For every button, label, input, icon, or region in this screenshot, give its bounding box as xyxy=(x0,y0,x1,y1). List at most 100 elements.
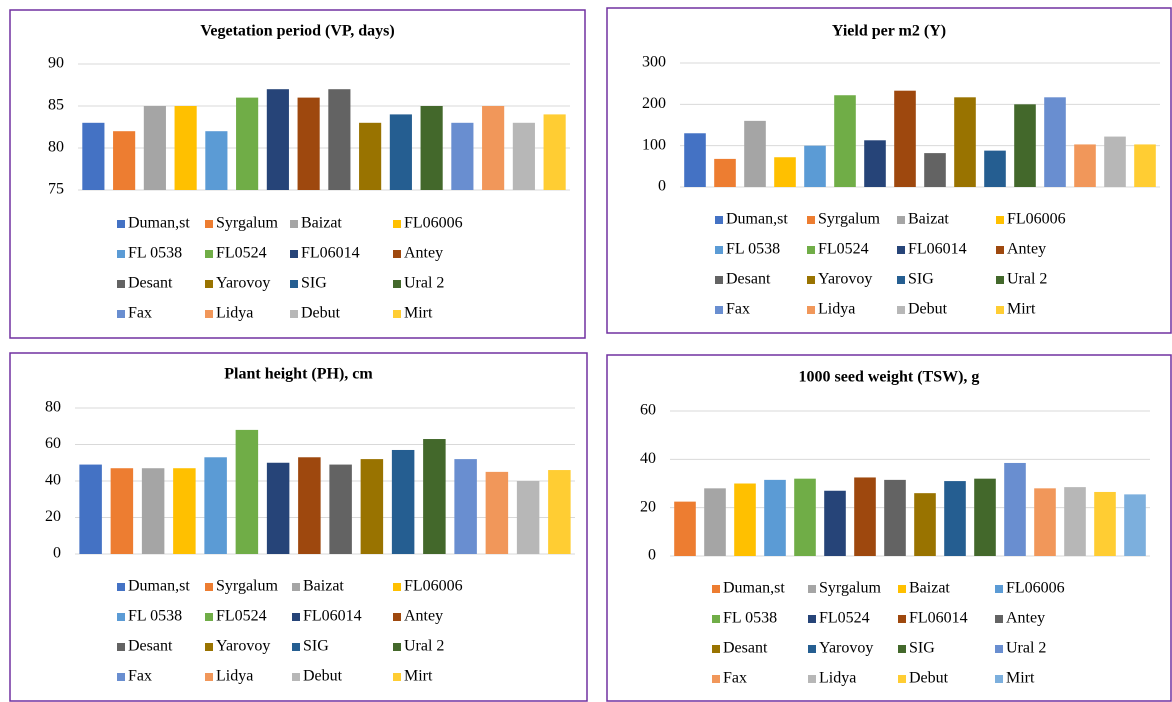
legend-label: FL06014 xyxy=(908,241,967,258)
bar xyxy=(141,468,165,554)
bar xyxy=(1104,136,1126,187)
legend-swatch xyxy=(205,220,213,228)
bar xyxy=(1064,487,1086,556)
legend-swatch xyxy=(205,613,213,621)
y-tick-label: 85 xyxy=(48,97,64,114)
legend-label: Desant xyxy=(128,638,173,655)
legend-swatch xyxy=(897,246,905,254)
legend-label: Ural 2 xyxy=(1007,271,1047,288)
bar xyxy=(944,481,966,556)
legend-label: Debut xyxy=(908,301,948,318)
y-tick-label: 90 xyxy=(48,55,64,72)
legend-label: Duman,st xyxy=(128,215,190,232)
legend-swatch xyxy=(996,246,1004,254)
chart-panel: 1000 seed weight (TSW), g 0 20 40 60 Duman,st… xyxy=(606,354,1172,702)
legend-label: Fax xyxy=(726,301,750,318)
bar xyxy=(298,457,321,554)
legend-swatch xyxy=(996,276,1004,284)
legend-label: Antey xyxy=(404,245,443,262)
y-tick-label: 200 xyxy=(642,95,666,112)
bar xyxy=(854,477,876,556)
legend-label: Antey xyxy=(404,608,443,625)
legend-swatch xyxy=(807,216,815,224)
legend-label: FL06006 xyxy=(1007,211,1066,228)
legend-swatch xyxy=(117,673,125,681)
bar xyxy=(482,106,505,190)
legend-label: Yarovoy xyxy=(819,640,873,657)
legend-swatch xyxy=(205,673,213,681)
legend-swatch xyxy=(205,280,213,288)
legend-label: FL0524 xyxy=(216,608,267,625)
legend-swatch xyxy=(808,615,816,623)
legend-swatch xyxy=(205,643,213,651)
bar xyxy=(205,131,228,190)
legend-label: Syrgalum xyxy=(818,211,880,228)
bar xyxy=(173,468,196,554)
legend-swatch xyxy=(898,585,906,593)
bar xyxy=(1044,97,1066,187)
bar xyxy=(512,122,535,190)
legend-swatch xyxy=(117,310,125,318)
legend-swatch xyxy=(715,306,723,314)
legend-swatch xyxy=(117,643,125,651)
chart-title: Yield per m2 (Y) xyxy=(832,23,946,40)
legend-swatch xyxy=(897,216,905,224)
chart-title: 1000 seed weight (TSW), g xyxy=(799,369,980,386)
bar xyxy=(774,157,796,187)
legend-swatch xyxy=(117,220,125,228)
y-tick-label: 100 xyxy=(642,136,666,153)
bar xyxy=(204,457,227,554)
legend-swatch xyxy=(393,310,401,318)
bar xyxy=(143,106,166,190)
legend-swatch xyxy=(808,645,816,653)
legend-swatch xyxy=(205,250,213,258)
legend-label: Duman,st xyxy=(128,578,190,595)
bar xyxy=(1004,462,1026,556)
bar xyxy=(113,131,136,190)
legend-label: Duman,st xyxy=(723,580,785,597)
legend-swatch xyxy=(117,613,125,621)
bar xyxy=(360,459,384,554)
legend-swatch xyxy=(898,645,906,653)
legend-label: Fax xyxy=(723,670,747,687)
bar xyxy=(734,483,756,556)
legend-swatch xyxy=(393,673,401,681)
legend-swatch xyxy=(393,250,401,258)
bar xyxy=(235,429,259,554)
legend-label: Baizat xyxy=(301,215,342,232)
legend-swatch xyxy=(117,250,125,258)
y-tick-label: 0 xyxy=(53,545,61,562)
bar xyxy=(359,122,382,190)
legend-label: FL06006 xyxy=(404,215,463,232)
bar xyxy=(516,481,540,554)
legend-swatch xyxy=(292,673,300,681)
legend-label: Lidya xyxy=(216,668,253,685)
bar xyxy=(266,462,290,554)
chart-title: Plant height (PH), cm xyxy=(224,366,373,383)
bar xyxy=(744,120,766,187)
bar xyxy=(1094,491,1116,556)
y-tick-label: 20 xyxy=(640,498,656,515)
bar xyxy=(804,145,826,187)
legend-label: Yarovoy xyxy=(216,638,270,655)
legend-swatch xyxy=(290,250,298,258)
legend-swatch xyxy=(808,675,816,683)
legend-swatch xyxy=(996,216,1004,224)
legend-swatch xyxy=(995,585,1003,593)
bar xyxy=(451,122,474,190)
bar xyxy=(485,471,509,554)
bar xyxy=(1014,104,1036,187)
bar xyxy=(266,89,289,190)
bar xyxy=(894,90,916,187)
legend-swatch xyxy=(712,615,720,623)
legend-label: FL0524 xyxy=(819,610,870,627)
bar xyxy=(389,114,412,190)
bar xyxy=(329,464,352,554)
legend-label: FL06014 xyxy=(303,608,362,625)
legend-swatch xyxy=(712,675,720,683)
bar xyxy=(764,479,786,556)
bar xyxy=(984,150,1006,187)
bar xyxy=(297,97,320,190)
legend-swatch xyxy=(807,306,815,314)
legend-swatch xyxy=(897,306,905,314)
